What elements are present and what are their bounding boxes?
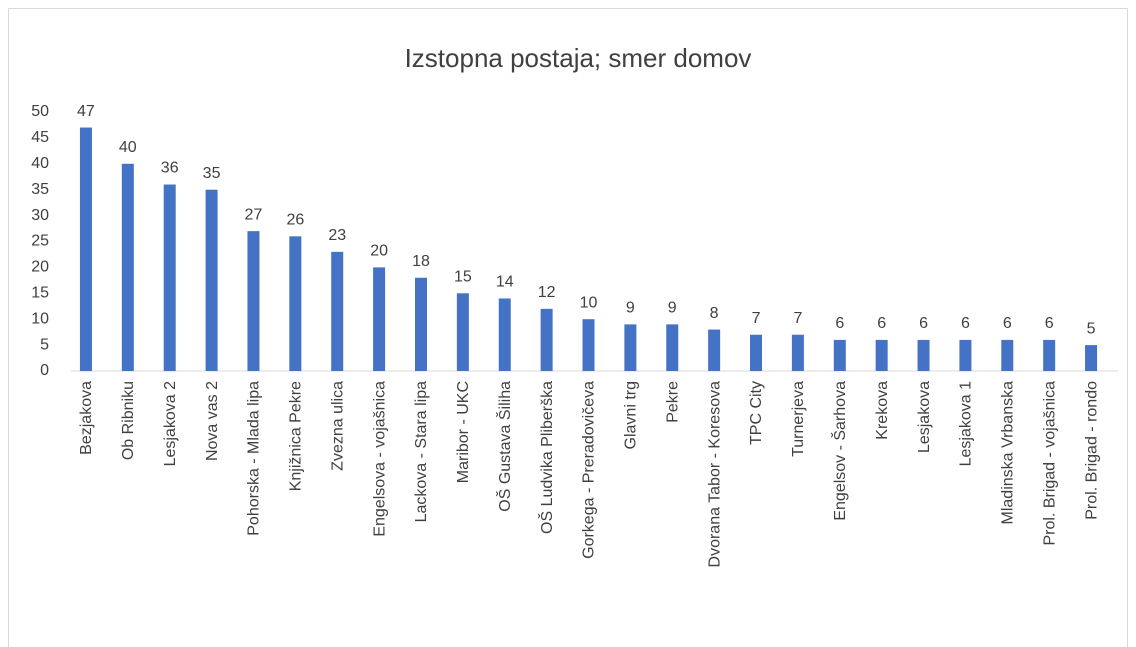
- bar: [247, 231, 260, 371]
- bar: [121, 163, 134, 371]
- bar: [1085, 345, 1098, 371]
- bar: [833, 339, 846, 371]
- data-label: 47: [77, 103, 95, 120]
- data-label: 12: [538, 284, 556, 301]
- x-tick-label: Dvorana Tabor - Koresova: [706, 381, 723, 568]
- data-label: 10: [580, 294, 598, 311]
- x-tick-label: Pekre: [664, 381, 681, 423]
- x-tick-label: Lackova - Stara lipa: [413, 381, 430, 523]
- data-label: 6: [1003, 315, 1012, 332]
- data-label: 9: [668, 300, 677, 317]
- x-tick-label: Glavni trg: [623, 381, 640, 449]
- data-label: 7: [793, 310, 802, 327]
- y-tick-label: 50: [31, 103, 49, 120]
- bar: [163, 184, 176, 371]
- data-label: 15: [454, 269, 472, 286]
- data-label: 18: [412, 253, 430, 270]
- data-label: 40: [119, 139, 137, 156]
- y-tick-label: 25: [31, 233, 49, 250]
- y-tick-label: 10: [31, 310, 49, 327]
- data-label: 36: [161, 160, 179, 177]
- bar: [708, 329, 721, 371]
- bar: [582, 319, 595, 371]
- data-label: 9: [626, 300, 635, 317]
- x-tick-label: Bezjakova: [78, 381, 95, 455]
- bar: [1043, 339, 1056, 371]
- data-label: 5: [1087, 320, 1096, 337]
- chart-border: [8, 8, 1128, 647]
- y-tick-label: 0: [40, 362, 49, 379]
- data-label: 7: [752, 310, 761, 327]
- data-label: 35: [203, 165, 221, 182]
- x-tick-label: Krekova: [874, 381, 891, 440]
- x-tick-label: Lesjakova 2: [162, 381, 179, 466]
- bar: [79, 127, 92, 371]
- y-tick-label: 5: [40, 336, 49, 353]
- data-label: 14: [496, 274, 514, 291]
- chart-title: Izstopna postaja; smer domov: [405, 43, 752, 73]
- bar: [373, 267, 386, 371]
- bar: [791, 334, 804, 371]
- y-tick-label: 30: [31, 207, 49, 224]
- x-tick-label: Lesjakova 1: [958, 381, 975, 466]
- bar: [666, 324, 679, 371]
- x-tick-label: Prol. Brigad - rondo: [1083, 381, 1100, 520]
- bar: [205, 189, 218, 371]
- x-tick-label: TPC City: [748, 381, 765, 445]
- bar: [750, 334, 763, 371]
- data-label: 6: [1045, 315, 1054, 332]
- bar: [917, 339, 930, 371]
- data-label: 23: [328, 227, 346, 244]
- data-label: 26: [286, 212, 304, 229]
- x-tick-label: Knjižnica Pekre: [288, 381, 305, 491]
- x-tick-label: OŠ Ludvika Pliberška: [537, 381, 556, 534]
- y-tick-label: 35: [31, 181, 49, 198]
- bar: [540, 308, 553, 371]
- bar: [1001, 339, 1014, 371]
- data-label: 6: [961, 315, 970, 332]
- bar: [875, 339, 888, 371]
- y-tick-label: 40: [31, 155, 49, 172]
- bar: [624, 324, 637, 371]
- data-label: 20: [370, 243, 388, 260]
- data-label: 6: [919, 315, 928, 332]
- bar: [289, 236, 302, 371]
- x-tick-label: Zvezna ulica: [329, 381, 346, 471]
- data-label: 8: [710, 305, 719, 322]
- data-label: 6: [835, 315, 844, 332]
- x-tick-label: Pohorska - Mlada lipa: [246, 381, 263, 536]
- x-tick-label: Engelsov - Šarhova: [830, 381, 849, 521]
- data-label: 27: [245, 206, 263, 223]
- bar: [959, 339, 972, 371]
- x-tick-label: Lesjakova: [916, 381, 933, 453]
- bar: [414, 277, 427, 371]
- x-tick-label: Prol. Brigad - vojašnica: [1041, 381, 1058, 546]
- y-tick-label: 15: [31, 285, 49, 302]
- x-tick-label: Maribor - UKC: [455, 381, 472, 483]
- x-tick-label: OŠ Gustava Šiliha: [495, 381, 514, 512]
- x-tick-label: Engelsova - vojašnica: [371, 381, 388, 537]
- x-tick-label: Mladinska Vrbanska: [1000, 381, 1017, 525]
- bar: [456, 293, 469, 371]
- x-tick-label: Gorkega - Preradovičeva: [581, 381, 598, 559]
- data-label: 6: [877, 315, 886, 332]
- bar: [498, 298, 511, 371]
- x-tick-label: Turnerjeva: [790, 381, 807, 457]
- x-tick-label: Nova vas 2: [204, 381, 221, 461]
- bar: [331, 251, 344, 371]
- y-tick-label: 20: [31, 259, 49, 276]
- y-tick-label: 45: [31, 129, 49, 146]
- x-tick-label: Ob Ribniku: [120, 381, 137, 460]
